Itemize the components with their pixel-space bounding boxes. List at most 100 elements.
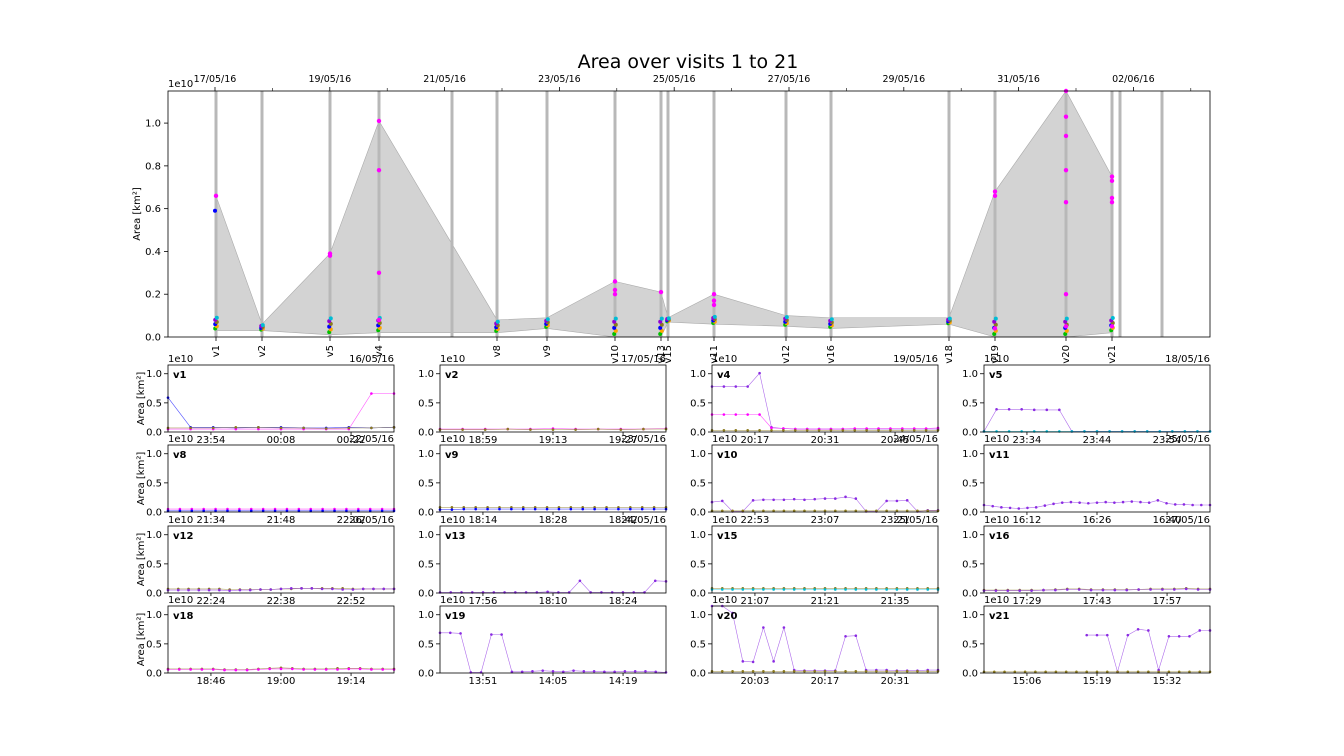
data-point [300, 587, 303, 590]
data-point [612, 331, 617, 336]
x-tick-label: 16:12 [1013, 515, 1042, 526]
y-tick-label: 1.0 [690, 449, 706, 460]
data-point [782, 428, 785, 432]
data-point [521, 507, 525, 511]
y-tick-label: 0.0 [418, 428, 434, 439]
data-point [875, 669, 878, 673]
visit-label: v5 [325, 345, 336, 357]
data-point [623, 669, 627, 673]
data-point [291, 667, 294, 671]
data-point [865, 428, 868, 432]
data-point [853, 428, 857, 432]
panel-label: v12 [173, 531, 193, 542]
data-point [1139, 500, 1142, 504]
data-point [833, 588, 837, 591]
data-point [770, 426, 773, 430]
data-point [875, 588, 878, 591]
data-point [1063, 114, 1069, 119]
x-tick-label: 23:34 [1013, 435, 1042, 446]
x-tick-label: 18:59 [469, 435, 498, 446]
data-point [1109, 200, 1115, 205]
visit-label: v15 [663, 345, 674, 364]
data-point [510, 507, 513, 511]
x-tick-label: 18:28 [539, 515, 568, 526]
data-point [912, 428, 916, 432]
y-tick-label: 0.5 [418, 398, 434, 409]
visit-line-v19 [993, 91, 997, 337]
y-axis-label: Area [km²] [136, 613, 147, 667]
panel-v19: v19 0.0 0.5 1.0 1e10 13:51 14:05 14:19 [418, 595, 668, 687]
data-point [1109, 174, 1115, 179]
data-point [613, 670, 616, 674]
data-point [545, 507, 549, 511]
data-point [762, 588, 765, 591]
panel-label: v18 [173, 611, 193, 622]
y-offset-label: 1e10 [440, 434, 465, 445]
data-point [864, 509, 868, 513]
data-point [792, 509, 796, 513]
panel-area [984, 606, 1210, 673]
data-point [1110, 316, 1115, 321]
y-tick-label: 0.0 [418, 589, 434, 600]
data-point [351, 588, 355, 591]
data-point [370, 426, 373, 430]
data-point [823, 669, 827, 673]
data-point [259, 588, 262, 591]
data-point [612, 292, 618, 297]
panel-v8: v8 0.0 0.5 1.0 1e10 22/05/16 Area [km²] 21:34 21… [136, 434, 396, 526]
data-point [823, 497, 827, 500]
data-point [994, 589, 998, 592]
y-tick-label: 1.0 [418, 610, 434, 621]
visit-label: v16 [826, 345, 837, 364]
date-tick-label: 29/05/16 [882, 74, 925, 85]
y-tick-label: 0.5 [418, 478, 434, 489]
y-tick-label: 0.0 [146, 669, 162, 680]
data-point [1075, 670, 1078, 674]
panel-date: 17/05/16 [621, 354, 666, 365]
data-point [658, 325, 663, 330]
data-point [864, 588, 868, 591]
data-point [541, 669, 545, 672]
data-point [1030, 589, 1033, 592]
data-point [279, 426, 283, 430]
y-tick-label: 0.5 [146, 478, 162, 489]
data-point [741, 669, 745, 673]
visit-line-v11 [712, 91, 716, 337]
data-point [905, 509, 909, 513]
panel-v10: v10 0.0 0.5 1.0 1e10 24/05/16 22:53 23:07 23:21 [690, 434, 940, 526]
data-point [1069, 500, 1073, 504]
data-point [302, 668, 305, 671]
data-point [833, 669, 837, 673]
date-tick-label: 17/05/16 [194, 74, 237, 85]
panel-v15: v15 0.0 0.5 1.0 1e10 25/05/16 21:07 21:21 21:35 [690, 515, 940, 607]
data-point [1126, 670, 1130, 674]
data-point [289, 587, 293, 590]
data-point [1182, 503, 1186, 506]
panel-date: 23/05/16 [621, 434, 666, 445]
data-point [450, 506, 454, 509]
y-tick-label: 0.0 [146, 589, 162, 600]
panel-v18: v18 0.0 0.5 1.0 1e10 Area [km²] 18:46 19:00 19:1… [136, 595, 396, 687]
x-tick-label: 13:51 [469, 676, 498, 687]
data-point [450, 508, 454, 511]
x-tick-label: 16:26 [1083, 515, 1112, 526]
data-point [382, 587, 386, 591]
data-point [751, 509, 755, 513]
data-point [569, 507, 573, 511]
data-point [762, 509, 765, 513]
data-point [1188, 634, 1191, 638]
data-point [1130, 500, 1134, 503]
panel-area [440, 445, 666, 512]
series-line [440, 508, 666, 510]
x-tick-label: 00:22 [337, 435, 366, 446]
x-tick-label: 23:07 [811, 515, 840, 526]
data-point [461, 428, 464, 431]
y-tick-label: 1.0 [690, 369, 706, 380]
y-tick-label: 1.0 [690, 610, 706, 621]
y-tick-label: 0.5 [146, 559, 162, 570]
data-point [1109, 178, 1115, 184]
y-tick-label: 1.0 [962, 369, 978, 380]
data-point [1045, 408, 1049, 412]
x-tick-label: 15:06 [1013, 676, 1042, 687]
y-tick-label: 0.0 [418, 669, 434, 680]
